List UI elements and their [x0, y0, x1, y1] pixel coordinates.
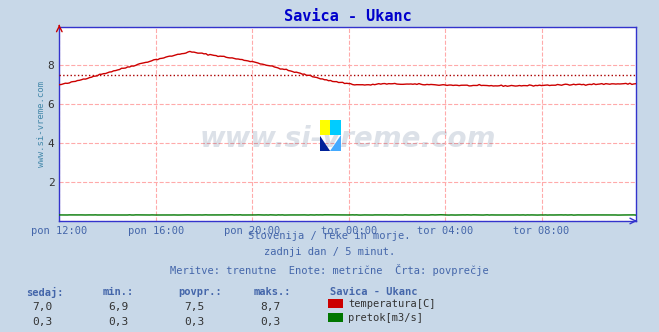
Polygon shape — [320, 120, 330, 135]
Text: pretok[m3/s]: pretok[m3/s] — [348, 313, 423, 323]
Text: sedaj:: sedaj: — [26, 287, 64, 298]
Text: maks.:: maks.: — [254, 287, 291, 297]
Text: 0,3: 0,3 — [185, 317, 204, 327]
Text: temperatura[C]: temperatura[C] — [348, 299, 436, 309]
Text: min.:: min.: — [102, 287, 133, 297]
Text: Slovenija / reke in morje.: Slovenija / reke in morje. — [248, 231, 411, 241]
Y-axis label: www.si-vreme.com: www.si-vreme.com — [38, 81, 46, 167]
Text: zadnji dan / 5 minut.: zadnji dan / 5 minut. — [264, 247, 395, 257]
Polygon shape — [330, 120, 341, 135]
Text: 7,5: 7,5 — [185, 302, 204, 312]
Text: 0,3: 0,3 — [260, 317, 280, 327]
Polygon shape — [320, 135, 330, 151]
Text: 0,3: 0,3 — [109, 317, 129, 327]
Text: 6,9: 6,9 — [109, 302, 129, 312]
Text: Savica - Ukanc: Savica - Ukanc — [330, 287, 417, 297]
Text: www.si-vreme.com: www.si-vreme.com — [200, 125, 496, 153]
Title: Savica - Ukanc: Savica - Ukanc — [284, 9, 411, 24]
Text: 8,7: 8,7 — [260, 302, 280, 312]
Text: 0,3: 0,3 — [33, 317, 53, 327]
Text: povpr.:: povpr.: — [178, 287, 221, 297]
Polygon shape — [330, 135, 341, 151]
Text: Meritve: trenutne  Enote: metrične  Črta: povprečje: Meritve: trenutne Enote: metrične Črta: … — [170, 264, 489, 276]
Text: 7,0: 7,0 — [33, 302, 53, 312]
